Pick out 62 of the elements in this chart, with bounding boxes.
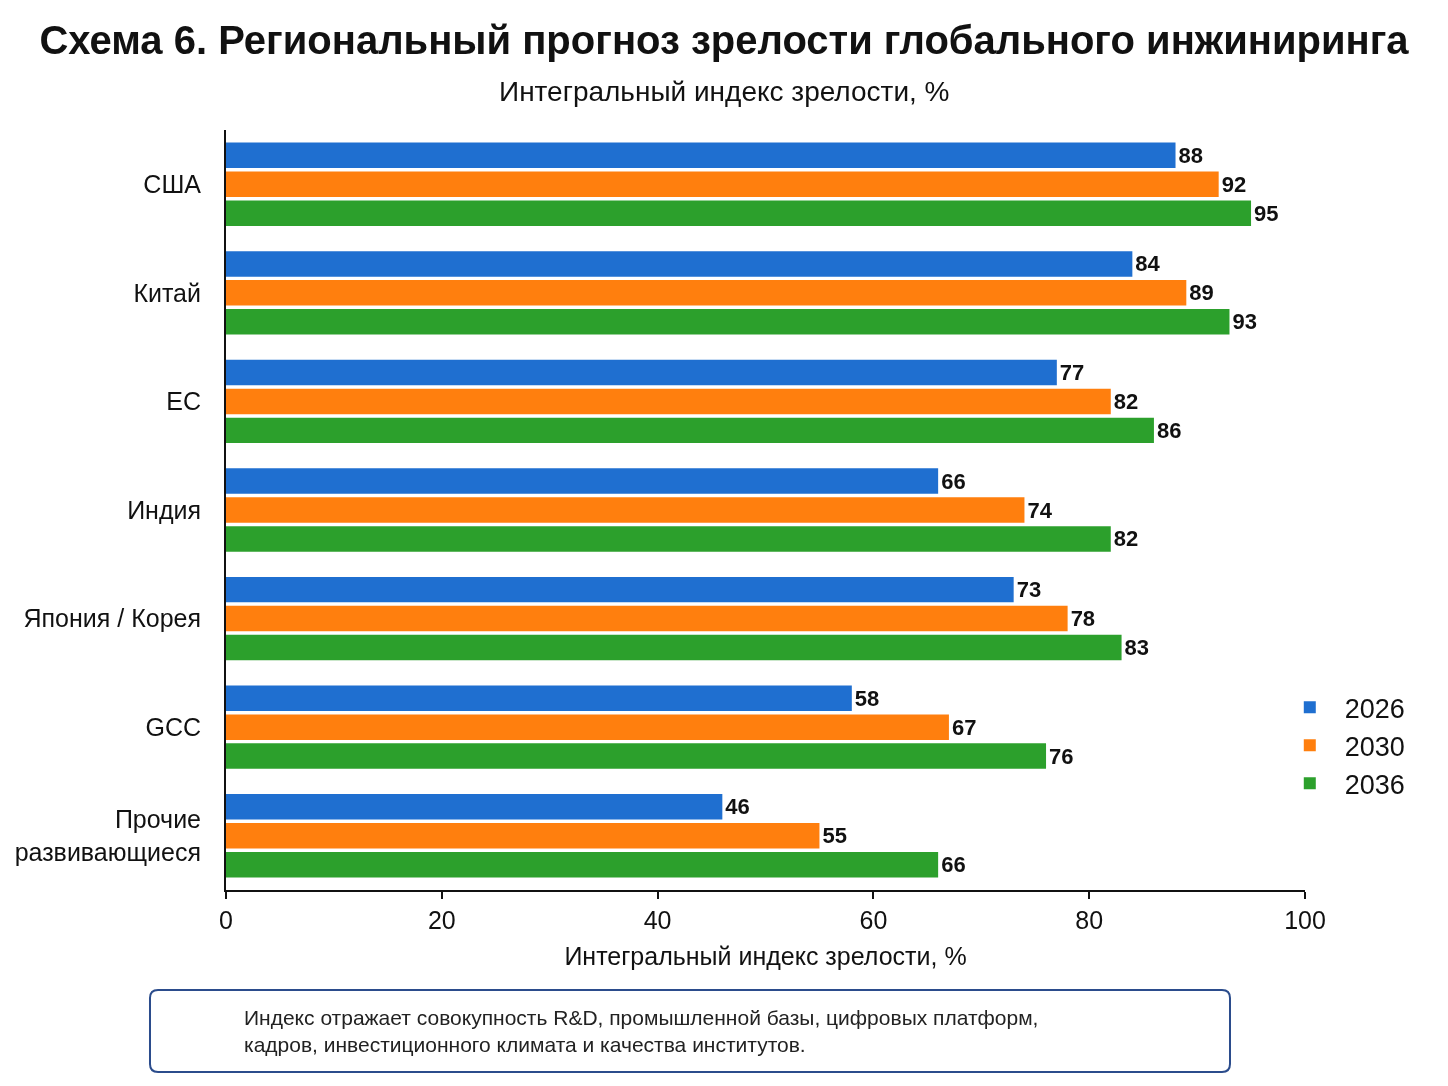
y-tick-label: Япония / Корея (23, 604, 201, 633)
x-tick-label: 100 (1284, 906, 1326, 934)
data-label: 86 (1156, 417, 1182, 443)
data-label: 76 (1049, 743, 1074, 769)
bar (226, 576, 1014, 603)
bar (226, 794, 723, 820)
y-tick-label: GCC (145, 712, 201, 741)
data-label: 89 (1189, 280, 1214, 306)
data-label: 78 (1070, 606, 1096, 632)
bar (226, 309, 1230, 335)
data-label: 58 (854, 685, 880, 711)
y-tick-label: Прочие развивающиеся (14, 805, 201, 866)
bar (226, 200, 1252, 226)
bar (226, 142, 1176, 169)
bar (226, 171, 1219, 198)
bar (226, 743, 1047, 769)
bar (226, 497, 1025, 523)
legend-label: 2026 (1344, 693, 1405, 724)
x-axis-title: Интегральный индекс зрелости, % (564, 941, 967, 970)
x-tick-label: 60 (859, 906, 888, 934)
y-tick-label: Китай (133, 278, 201, 307)
bar (226, 634, 1122, 661)
bar (226, 851, 939, 878)
bar (226, 417, 1154, 444)
bar (226, 526, 1111, 552)
bar (226, 685, 852, 711)
data-label: 73 (1016, 577, 1042, 603)
data-label: 74 (1027, 497, 1053, 523)
data-label: 55 (822, 823, 847, 849)
y-tick-label: США (143, 170, 202, 199)
data-label: 66 (941, 468, 966, 494)
chart-title: Схема 6. Региональный прогноз зрелости глобального инжиниринга (39, 18, 1410, 62)
chart-subtitle: Интегральный индекс зрелости, % (499, 76, 950, 107)
data-label: 93 (1232, 309, 1257, 335)
legend-label: 2030 (1344, 731, 1405, 762)
data-label: 66 (941, 852, 966, 878)
x-tick-label: 80 (1075, 906, 1104, 934)
data-label: 92 (1221, 171, 1247, 197)
x-tick-label: 20 (427, 906, 456, 934)
data-label: 88 (1178, 142, 1203, 168)
data-label: 82 (1113, 526, 1139, 552)
data-label: 83 (1124, 635, 1150, 661)
text: Индекс отражает совокупность R&D, промышленной базы, цифровых платформ, кадров, инвестиционного климата и качества институтов. (244, 1006, 1039, 1057)
bar (226, 388, 1111, 415)
bar (226, 280, 1187, 306)
data-label: 77 (1059, 359, 1085, 385)
bar (226, 605, 1068, 632)
x-tick-label: 0 (219, 906, 233, 934)
data-label: 46 (725, 794, 750, 820)
bar (226, 822, 820, 849)
data-label: 84 (1135, 251, 1161, 277)
bar (226, 714, 949, 740)
bar (226, 468, 939, 494)
bar (226, 251, 1133, 277)
legend-label: 2036 (1344, 769, 1405, 800)
data-label: 67 (951, 714, 977, 740)
data-label: 95 (1254, 200, 1279, 226)
bar (226, 359, 1057, 386)
y-tick-label: Индия (127, 495, 201, 524)
data-label: 82 (1113, 388, 1139, 414)
y-tick-label: ЕС (166, 387, 201, 416)
x-tick-label: 40 (643, 906, 672, 934)
